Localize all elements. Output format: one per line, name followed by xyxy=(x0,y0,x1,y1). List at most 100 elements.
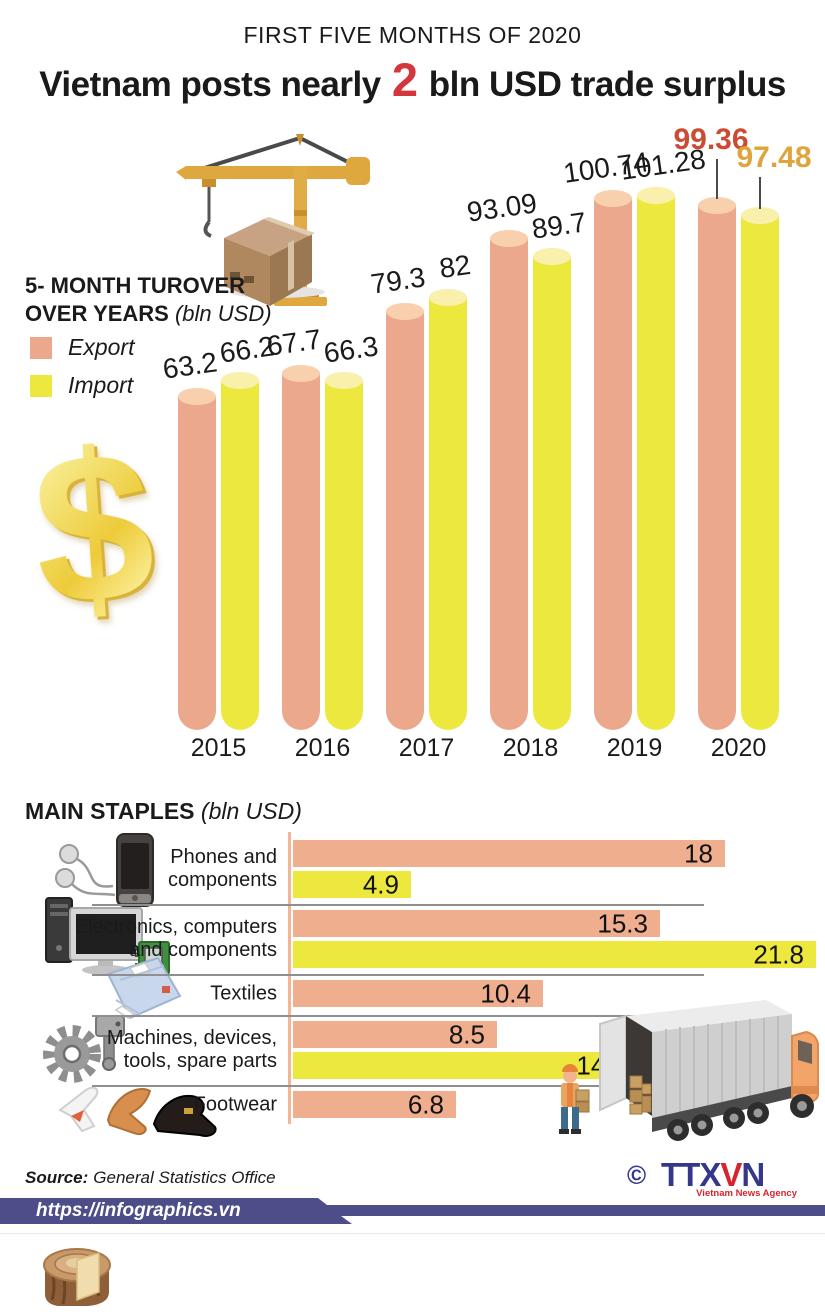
chart-legend: Export Import xyxy=(30,334,134,410)
bar-top-cap xyxy=(594,190,632,207)
section-divider xyxy=(0,1233,825,1234)
export-bar-2020 xyxy=(698,197,736,730)
source-text: General Statistics Office xyxy=(93,1168,276,1187)
staples-chart: 18 4.9 Phones and components 15.3 21.8 Electro… xyxy=(0,830,825,1137)
value-label: 21.8 xyxy=(753,939,804,969)
legend-item-export: Export xyxy=(30,334,134,361)
bar-top-cap xyxy=(178,388,216,405)
import-legend-label: Import xyxy=(68,372,134,398)
page-title: Vietnam posts nearly 2 bln USD trade sur… xyxy=(0,52,825,107)
agency-name-v: V xyxy=(720,1156,742,1193)
export-bar-2016 xyxy=(282,365,320,730)
category-label: Footwear xyxy=(193,1093,277,1115)
separator-line xyxy=(92,1015,704,1017)
year-label-2016: 2016 xyxy=(294,734,351,762)
computer-icon xyxy=(40,896,170,983)
export-legend-label: Export xyxy=(68,334,135,360)
gear-icon xyxy=(38,1010,148,1091)
shoes-icon xyxy=(52,1070,237,1150)
package-box-icon xyxy=(224,217,315,306)
bar-top-cap xyxy=(698,197,736,214)
callout-line xyxy=(759,177,761,209)
dollar-sign-icon: $ xyxy=(6,405,183,663)
title-highlight-number: 2 xyxy=(391,53,418,106)
year-label-2015: 2015 xyxy=(190,734,247,762)
staples-chart-title: MAIN STAPLES (bln USD) xyxy=(25,798,302,824)
source-label: Source: xyxy=(25,1168,89,1187)
year-group-2018: 93.09 89.7 2018 xyxy=(465,138,588,765)
agency-subtitle: Vietnam News Agency xyxy=(696,1188,797,1199)
bar-top-cap xyxy=(325,372,363,389)
bar-top-cap xyxy=(221,372,259,389)
import-bar-2020 xyxy=(741,207,779,730)
export-bar-2019 xyxy=(594,190,632,730)
category-label: Machines, devices, tools, spare parts xyxy=(106,1027,277,1072)
value-label: 18 xyxy=(684,838,713,868)
import-bar-2019 xyxy=(637,187,675,730)
turnover-title-line2: OVER YEARS (bln USD) xyxy=(25,301,272,326)
agency-name-n: N xyxy=(741,1156,765,1193)
wood-log-icon xyxy=(36,1238,118,1315)
import-bar-2016 xyxy=(325,372,363,730)
infographics-url[interactable]: https://infographics.vn xyxy=(36,1200,241,1221)
separator-line xyxy=(92,904,704,906)
import-bar-2018 xyxy=(533,248,571,730)
crane-icon xyxy=(172,130,377,327)
import-value-label-2020: 97.48 xyxy=(736,141,812,174)
value-label: 6.8 xyxy=(407,1089,444,1119)
phone-icon xyxy=(55,832,160,915)
export-bar: 10.4 xyxy=(293,978,543,1008)
export-bar-2018 xyxy=(490,230,528,730)
shirt-icon xyxy=(100,956,188,1027)
year-group-2017: 79.3 82 2017 xyxy=(369,138,473,765)
worker-figure xyxy=(559,1064,590,1134)
year-group-2019: 100.74 101.28 2019 xyxy=(561,138,707,765)
export-bar: 15.3 xyxy=(293,908,660,938)
year-label-2019: 2019 xyxy=(606,734,663,762)
bar-top-cap xyxy=(533,248,571,265)
value-label: 15.3 xyxy=(597,908,648,938)
bar-top-cap xyxy=(637,187,675,204)
legend-item-import: Import xyxy=(30,372,134,399)
import-bar: 4.9 xyxy=(293,869,411,899)
export-bar: 18 xyxy=(293,838,725,868)
year-label-2020: 2020 xyxy=(710,734,767,762)
year-group-2015: 63.2 66.2 2015 xyxy=(161,138,276,765)
category-label: Phones and components xyxy=(168,846,277,891)
turnover-title-unit: (bln USD) xyxy=(168,301,272,326)
value-label: 4.9 xyxy=(362,869,399,899)
separator-line xyxy=(92,974,704,976)
export-bar: 8.5 xyxy=(293,1019,497,1049)
kicker-title: FIRST FIVE MONTHS OF 2020 xyxy=(243,22,582,48)
truck-cab xyxy=(791,1030,819,1104)
turnover-chart-title: 5- MONTH TUROVER OVER YEARS (bln USD) xyxy=(25,272,272,328)
year-label-2017: 2017 xyxy=(398,734,455,762)
export-swatch xyxy=(30,336,52,359)
bar-top-cap xyxy=(490,230,528,247)
turnover-chart: 63.2 66.2 2015 67.7 66.3 2016 79.3 82 2017 93.09 8… xyxy=(161,123,813,765)
staples-title-unit: (bln USD) xyxy=(194,798,302,824)
export-bar: 6.8 xyxy=(293,1089,456,1119)
separator-line xyxy=(92,1085,704,1087)
export-bar-2017 xyxy=(386,303,424,730)
import-bar-2017 xyxy=(429,289,467,730)
year-label-2018: 2018 xyxy=(502,734,559,762)
bar-top-cap xyxy=(741,207,779,224)
title-text-after: bln USD trade surplus xyxy=(419,65,787,104)
year-group-2016: 67.7 66.3 2016 xyxy=(265,138,380,765)
cargo-boxes xyxy=(629,1075,652,1115)
bar-top-cap xyxy=(386,303,424,320)
source-line: Source: General Statistics Office xyxy=(25,1168,276,1188)
turnover-title-line1: 5- MONTH TUROVER xyxy=(25,273,245,298)
bar-top-cap xyxy=(282,365,320,382)
callout-line xyxy=(716,159,718,199)
import-bar: 21.8 xyxy=(293,939,816,969)
category-label: Electronics, computers and components xyxy=(74,916,277,961)
bar-top-cap xyxy=(429,289,467,306)
import-swatch xyxy=(30,374,52,397)
agency-logo: © TTXVN Vietnam News Agency xyxy=(627,1156,797,1199)
value-label: 8.5 xyxy=(448,1019,485,1049)
value-label: 10.4 xyxy=(480,978,531,1008)
agency-name-ttx: TTX xyxy=(661,1156,721,1193)
year-group-2020: 99.36 97.48 2020 xyxy=(673,123,811,765)
